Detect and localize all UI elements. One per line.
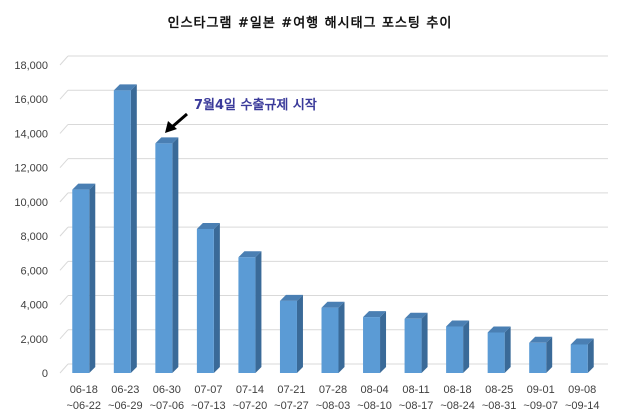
y-tick-label: 18,000 [14,60,48,72]
x-tick-label: ~08-31 [482,400,517,412]
x-tick-label: 07-07 [194,384,222,396]
bar [487,326,511,373]
y-tick-label: 10,000 [14,197,48,209]
bar [529,336,553,373]
gridline-side [59,226,69,237]
gridline-side [59,158,69,168]
x-tick-label: ~07-13 [191,400,226,412]
y-tick-label: 4,000 [20,300,48,312]
bar [446,320,470,373]
x-tick-label: ~07-20 [233,400,268,412]
x-tick-label: 08-04 [360,384,388,396]
y-tick-label: 8,000 [20,231,48,243]
bar [321,301,345,373]
bar [238,251,262,373]
bar [279,294,303,373]
bar [196,222,220,373]
x-tick-label: ~08-24 [440,400,475,412]
bar [404,312,428,373]
arrow-icon [165,112,188,133]
x-tick-label: ~07-06 [150,400,185,412]
y-tick-label: 14,000 [14,128,48,140]
y-tick-label: 2,000 [20,334,48,346]
x-tick-label: 08-18 [444,384,472,396]
x-tick-label: ~07-27 [274,400,309,412]
x-tick-label: 06-23 [111,384,139,396]
y-tick-label: 12,000 [14,163,48,175]
y-tick-label: 6,000 [20,265,48,277]
x-tick-label: 08-25 [485,384,513,396]
x-tick-label: 06-18 [70,384,98,396]
gridline-side [59,55,69,66]
x-tick-label: ~09-14 [565,400,600,412]
bar [155,137,179,373]
gridline-side [59,89,69,100]
x-tick-label: ~06-22 [66,400,101,412]
x-tick-label: 09-08 [568,384,596,396]
y-tick-label: 16,000 [14,94,48,106]
x-tick-label: 07-21 [277,384,305,396]
y-tick-label: 0 [42,368,48,380]
chart-title: 인스타그램 #일본 #여행 해시태그 포스팅 추이 [167,16,453,31]
bar [570,338,594,373]
x-tick-label: ~06-29 [108,400,143,412]
x-tick-label: ~09-07 [523,400,558,412]
x-tick-label: ~08-17 [399,400,434,412]
gridline-side [59,295,69,305]
gridline-side [59,124,69,134]
gridline-side [59,192,69,203]
gridline-side [59,363,69,374]
x-tick-label: 06-30 [153,384,181,396]
bar [363,311,387,373]
gridline-side [59,329,69,340]
x-tick-label: 07-14 [236,384,264,396]
x-tick-label: 07-28 [319,384,347,396]
x-tick-label: ~08-10 [357,400,392,412]
bar [72,183,96,373]
x-tick-label: 08-11 [402,384,429,396]
x-tick-label: ~08-03 [316,400,351,412]
annotation-export-restriction: 7월4일 수출규제 시작 [194,98,317,113]
gridline-side [59,261,69,271]
x-tick-label: 09-01 [527,384,555,396]
bar [113,84,137,373]
